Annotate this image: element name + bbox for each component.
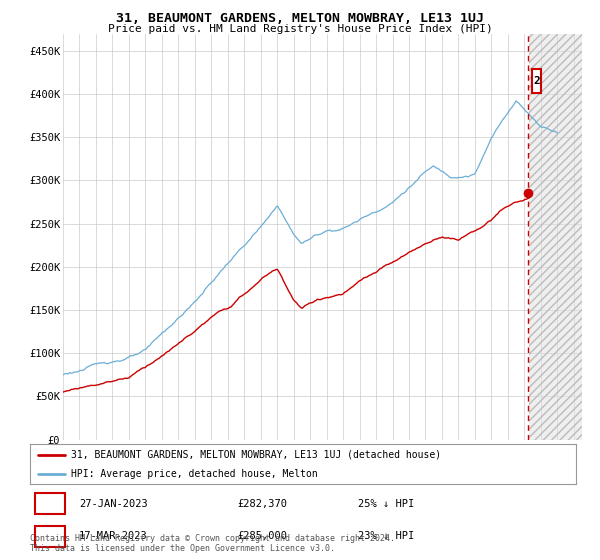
- Text: £285,000: £285,000: [238, 531, 287, 541]
- Text: 2: 2: [47, 531, 54, 541]
- Text: Contains HM Land Registry data © Crown copyright and database right 2024.
This d: Contains HM Land Registry data © Crown c…: [30, 534, 395, 553]
- Text: 27-JAN-2023: 27-JAN-2023: [79, 499, 148, 508]
- Text: 31, BEAUMONT GARDENS, MELTON MOWBRAY, LE13 1UJ (detached house): 31, BEAUMONT GARDENS, MELTON MOWBRAY, LE…: [71, 450, 441, 460]
- Text: 1: 1: [47, 499, 54, 508]
- Text: Price paid vs. HM Land Registry's House Price Index (HPI): Price paid vs. HM Land Registry's House …: [107, 24, 493, 34]
- Text: 17-MAR-2023: 17-MAR-2023: [79, 531, 148, 541]
- FancyBboxPatch shape: [532, 69, 541, 93]
- Text: 2: 2: [533, 76, 540, 86]
- Text: 25% ↓ HPI: 25% ↓ HPI: [358, 499, 414, 508]
- Text: 23% ↓ HPI: 23% ↓ HPI: [358, 531, 414, 541]
- Bar: [529, 34, 582, 440]
- Text: 31, BEAUMONT GARDENS, MELTON MOWBRAY, LE13 1UJ: 31, BEAUMONT GARDENS, MELTON MOWBRAY, LE…: [116, 12, 484, 25]
- FancyBboxPatch shape: [35, 525, 65, 547]
- Text: £282,370: £282,370: [238, 499, 287, 508]
- FancyBboxPatch shape: [35, 493, 65, 515]
- Text: HPI: Average price, detached house, Melton: HPI: Average price, detached house, Melt…: [71, 469, 318, 478]
- Bar: [529, 34, 582, 440]
